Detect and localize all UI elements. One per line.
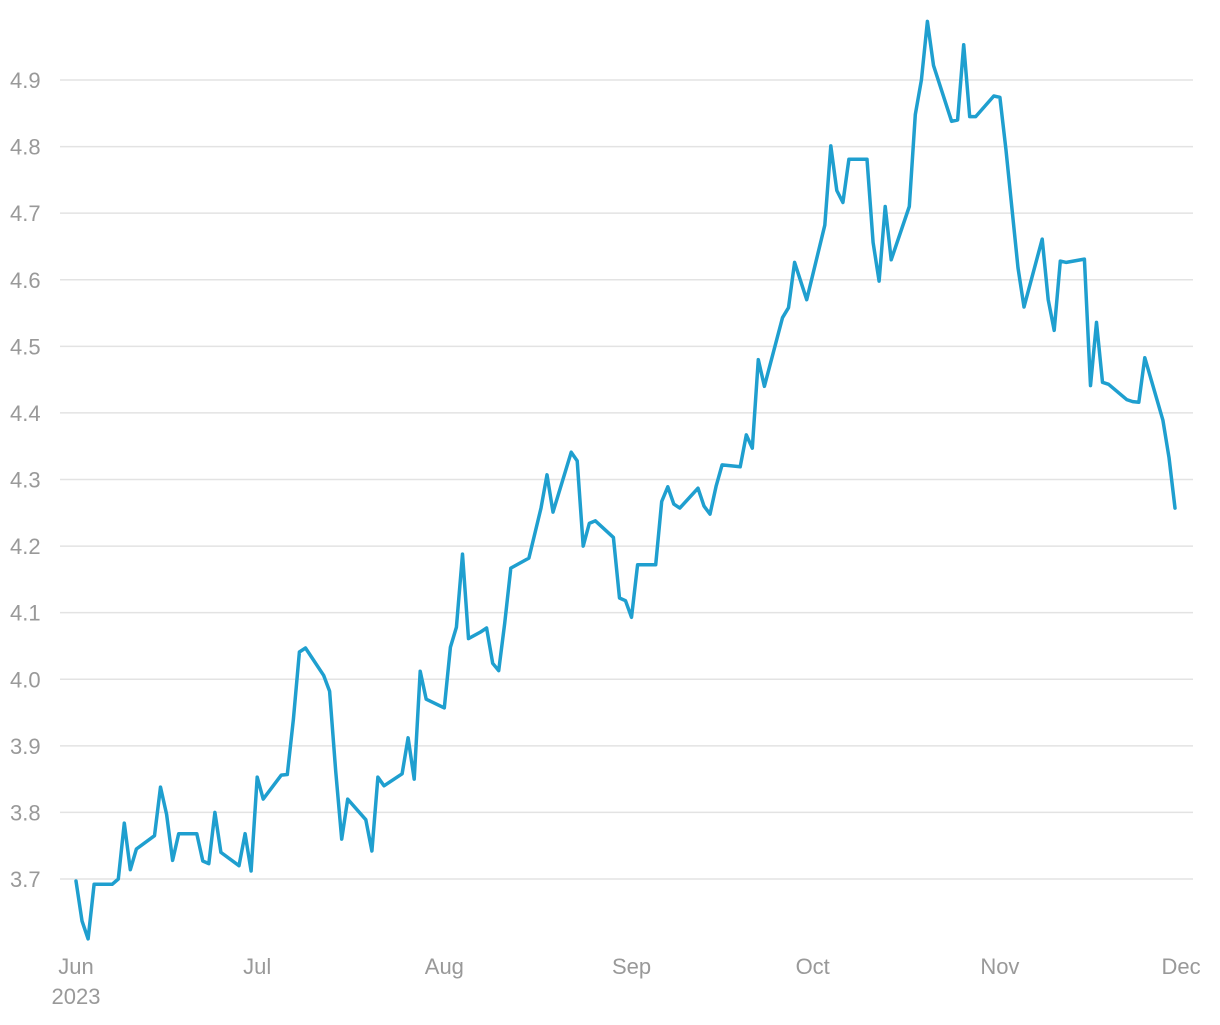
y-tick-label: 4.7 bbox=[10, 201, 41, 226]
y-tick-label: 4.5 bbox=[10, 334, 41, 359]
x-tick-label: Dec bbox=[1161, 954, 1200, 979]
x-tick-label: Aug bbox=[425, 954, 464, 979]
x-tick-label: Jun bbox=[58, 954, 93, 979]
y-tick-label: 3.9 bbox=[10, 734, 41, 759]
y-tick-label: 4.9 bbox=[10, 68, 41, 93]
x-tick-label: Jul bbox=[243, 954, 271, 979]
x-axis-ticks: Jun 2023 Jul Aug Sep Oct Nov Dec bbox=[52, 954, 1201, 1009]
y-tick-label: 4.1 bbox=[10, 601, 41, 626]
x-tick-label: Nov bbox=[980, 954, 1019, 979]
y-tick-label: 4.0 bbox=[10, 667, 41, 692]
y-tick-label: 4.2 bbox=[10, 534, 41, 559]
series-layer bbox=[74, 19, 1177, 941]
series-line bbox=[74, 19, 1177, 941]
y-tick-label: 4.8 bbox=[10, 135, 41, 160]
x-tick-label: Sep bbox=[612, 954, 651, 979]
gridlines bbox=[60, 79, 1193, 880]
x-tick-sublabel: 2023 bbox=[52, 984, 101, 1009]
y-tick-label: 4.3 bbox=[10, 468, 41, 493]
y-tick-label: 4.6 bbox=[10, 268, 41, 293]
y-tick-label: 3.8 bbox=[10, 800, 41, 825]
y-tick-label: 4.4 bbox=[10, 401, 41, 426]
y-tick-label: 3.7 bbox=[10, 867, 41, 892]
x-tick-label: Oct bbox=[796, 954, 830, 979]
y-axis-ticks: 3.7 3.8 3.9 4.0 4.1 4.2 4.3 4.4 4.5 4.6 4.7 4.8 4.9 bbox=[10, 68, 41, 892]
